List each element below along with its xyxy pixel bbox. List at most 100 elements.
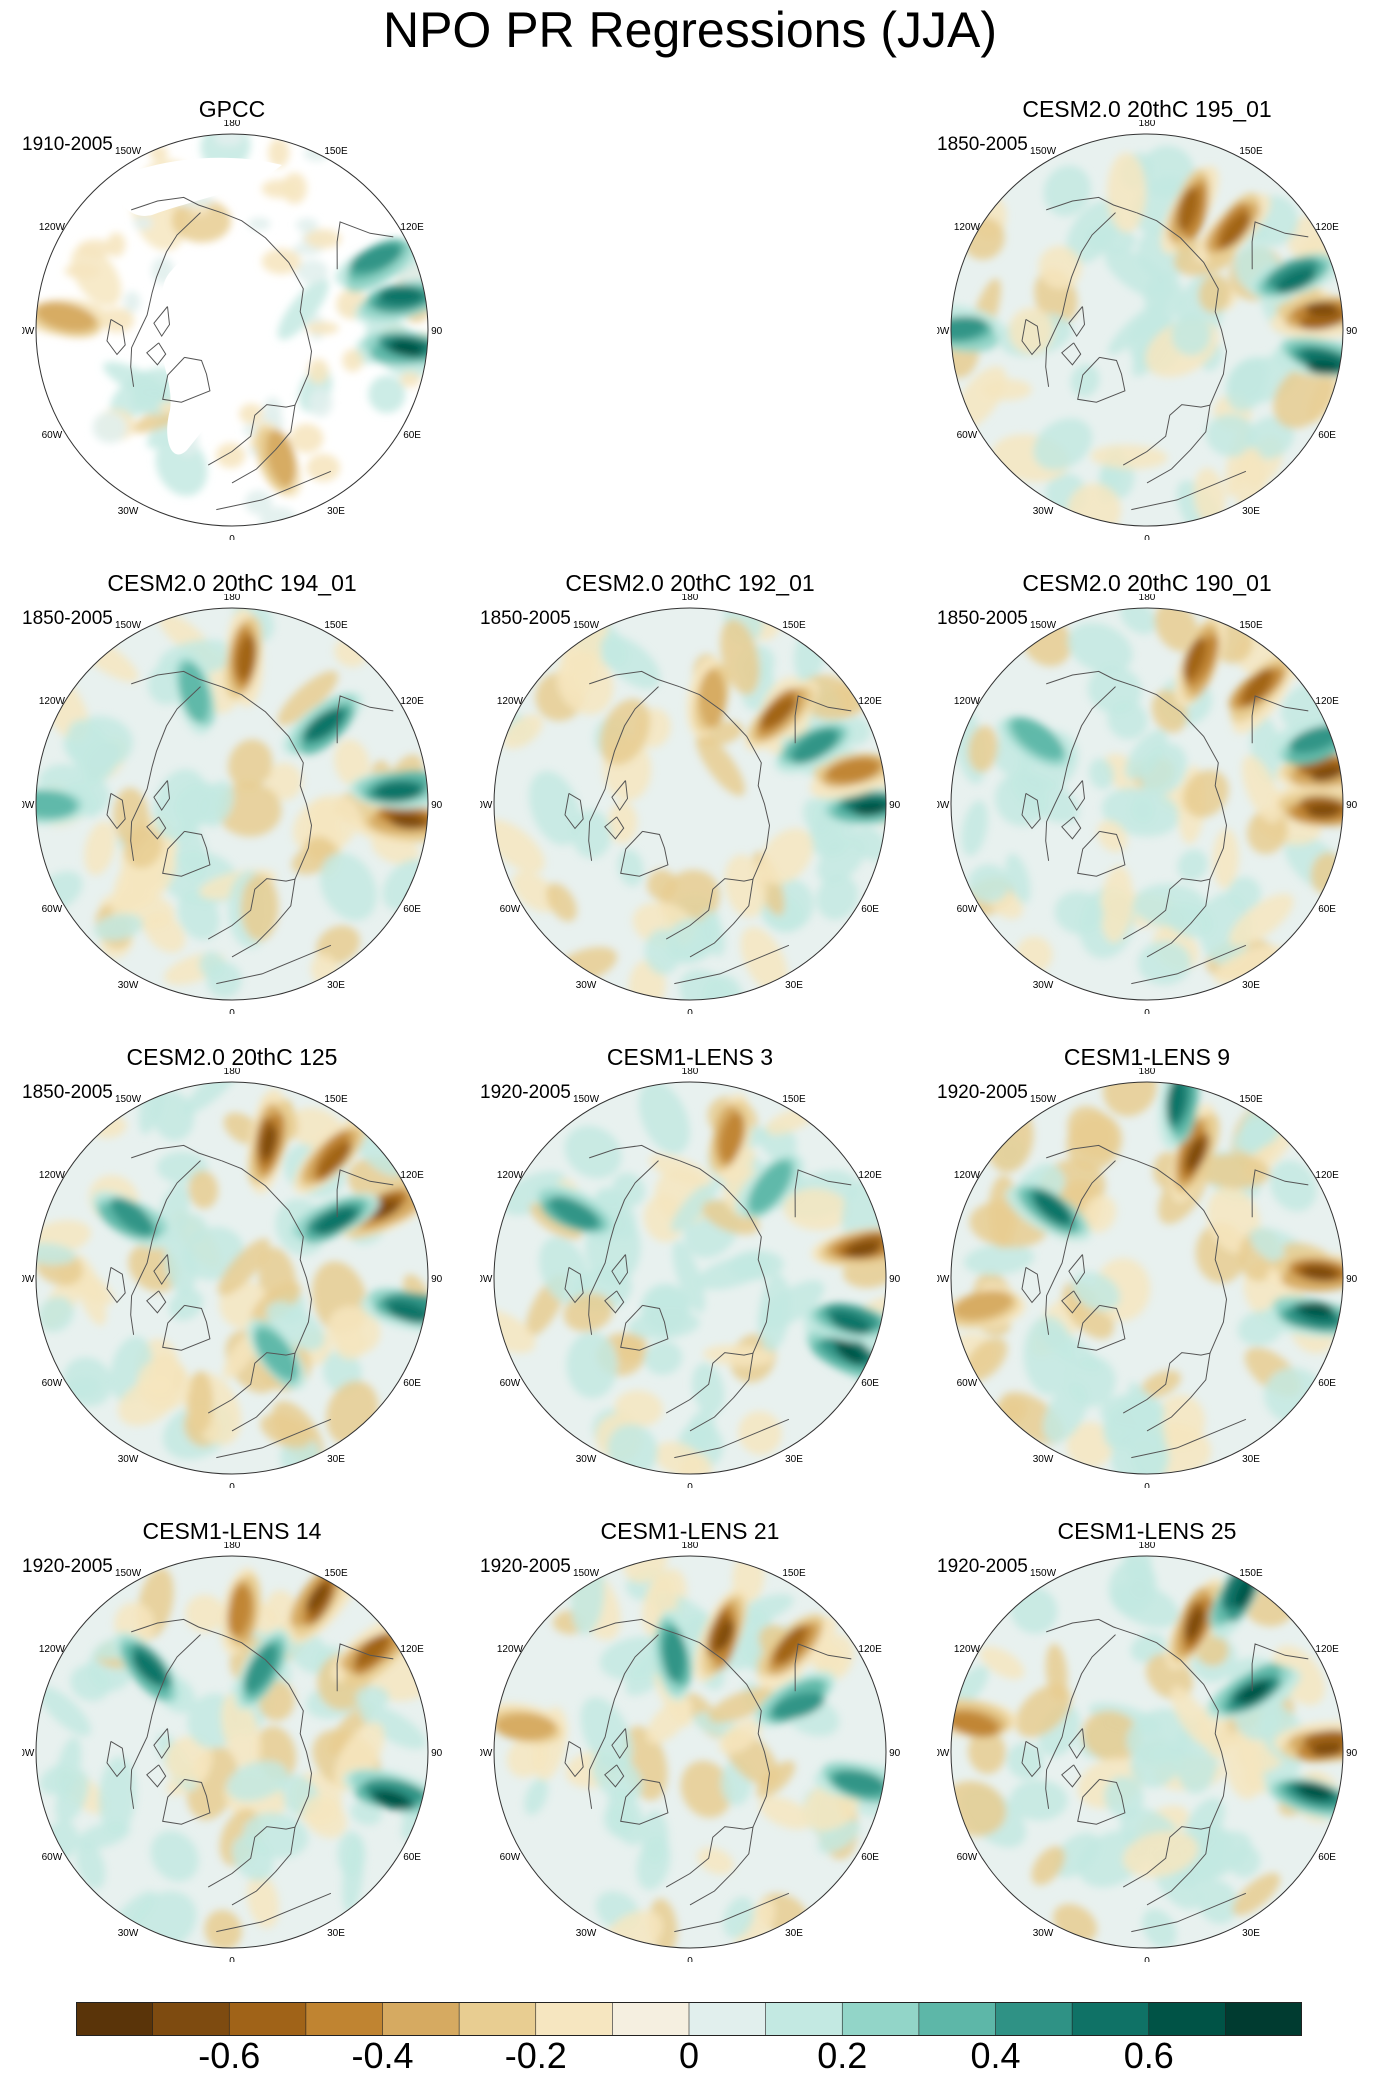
- longitude-label: 180: [1139, 1542, 1156, 1551]
- longitude-label: 60W: [957, 1378, 978, 1389]
- longitude-label: 120W: [39, 1170, 66, 1181]
- longitude-label: 30E: [327, 980, 345, 991]
- panel-title: CESM1-LENS 25: [1057, 1518, 1237, 1544]
- longitude-label: 120E: [1315, 1644, 1339, 1655]
- polar-map: 180 150E 120E 90E 60E 30E 0 30W 60W 90W 120W 150W: [22, 1068, 442, 1488]
- longitude-label: 60W: [500, 904, 521, 915]
- map-panel: CESM1-LENS 21 1920-2005 180 150E 120E 90E 60E 3…: [480, 1518, 900, 1962]
- map-panel: CESM1-LENS 25 1920-2005 180 150E 120E 90E 60E 3…: [937, 1518, 1357, 1962]
- longitude-label: 120W: [954, 222, 981, 233]
- longitude-label: 120W: [497, 696, 524, 707]
- colorbar-swatch: [152, 2002, 231, 2036]
- longitude-label: 60W: [42, 1852, 63, 1863]
- longitude-label: 60W: [500, 1852, 521, 1863]
- longitude-label: 60E: [403, 904, 421, 915]
- longitude-label: 180: [682, 1068, 699, 1077]
- panel-title: CESM1-LENS 21: [600, 1518, 780, 1544]
- longitude-label: 180: [1139, 120, 1156, 129]
- longitude-label: 30W: [118, 1928, 139, 1939]
- longitude-label: 90W: [22, 1274, 35, 1285]
- colorbar-swatch: [458, 2002, 537, 2036]
- longitude-label: 150E: [1239, 620, 1263, 631]
- longitude-label: 120W: [954, 1644, 981, 1655]
- longitude-label: 90E: [431, 800, 442, 811]
- longitude-label: 180: [682, 594, 699, 603]
- colorbar-swatch: [995, 2002, 1073, 2036]
- longitude-label: 90W: [22, 326, 35, 337]
- colorbar: [76, 2002, 1302, 2036]
- longitude-label: 150W: [115, 1568, 142, 1579]
- longitude-label: 150E: [782, 1568, 806, 1579]
- panel-title: CESM1-LENS 3: [606, 1044, 774, 1070]
- longitude-label: 120E: [858, 1644, 882, 1655]
- longitude-label: 120E: [858, 1170, 882, 1181]
- longitude-label: 90W: [22, 800, 35, 811]
- longitude-label: 90W: [937, 800, 950, 811]
- longitude-label: 60W: [957, 1852, 978, 1863]
- longitude-label: 30W: [576, 1454, 597, 1465]
- longitude-label: 180: [1139, 594, 1156, 603]
- longitude-label: 150W: [573, 620, 600, 631]
- longitude-label: 0: [229, 1956, 235, 1962]
- map-panel: GPCC 1910-2005 180 150E 120E 90E 60E 30E 0 30W 60W…: [22, 96, 442, 540]
- longitude-label: 30E: [1242, 980, 1260, 991]
- longitude-label: 30W: [1033, 980, 1054, 991]
- longitude-label: 0: [1144, 534, 1150, 540]
- longitude-label: 150E: [1239, 1094, 1263, 1105]
- longitude-label: 150W: [115, 620, 142, 631]
- colorbar-swatch: [612, 2002, 690, 2036]
- longitude-label: 150E: [324, 1568, 348, 1579]
- longitude-label: 150E: [1239, 1568, 1263, 1579]
- longitude-label: 60E: [861, 1852, 879, 1863]
- polar-map: 180 150E 120E 90E 60E 30E 0 30W 60W 90W 120W 150W: [937, 1542, 1357, 1962]
- longitude-label: 0: [229, 1008, 235, 1014]
- longitude-label: 120W: [497, 1170, 524, 1181]
- longitude-label: 90W: [937, 1748, 950, 1759]
- longitude-label: 90W: [480, 800, 493, 811]
- longitude-label: 60W: [500, 1378, 521, 1389]
- longitude-label: 60E: [1318, 904, 1336, 915]
- longitude-label: 90E: [1346, 800, 1357, 811]
- longitude-label: 150E: [324, 146, 348, 157]
- longitude-label: 30E: [1242, 1928, 1260, 1939]
- longitude-label: 120E: [1315, 696, 1339, 707]
- figure-title: NPO PR Regressions (JJA): [382, 2, 998, 58]
- longitude-label: 30E: [1242, 1454, 1260, 1465]
- longitude-label: 120E: [1315, 222, 1339, 233]
- longitude-label: 0: [229, 534, 235, 540]
- longitude-label: 30W: [1033, 1454, 1054, 1465]
- longitude-label: 150W: [1030, 1094, 1057, 1105]
- longitude-label: 90W: [937, 326, 950, 337]
- map-panel: CESM1-LENS 3 1920-2005 180 150E 120E 90E 60E 30…: [480, 1044, 900, 1488]
- longitude-label: 90E: [431, 1748, 442, 1759]
- longitude-label: 30W: [1033, 1928, 1054, 1939]
- longitude-label: 150W: [573, 1094, 600, 1105]
- panel-title: GPCC: [198, 96, 266, 122]
- colorbar-swatch: [1148, 2002, 1227, 2036]
- panel-title: CESM1-LENS 14: [142, 1518, 322, 1544]
- longitude-label: 60E: [403, 1378, 421, 1389]
- panel-period: 1850-2005: [480, 608, 571, 629]
- longitude-label: 90W: [22, 1748, 35, 1759]
- longitude-label: 150W: [1030, 146, 1057, 157]
- map-panel: CESM2.0 20thC 125 1850-2005 180 150E 120E 90E…: [22, 1044, 442, 1488]
- polar-map: 180 150E 120E 90E 60E 30E 0 30W 60W 90W 120W 150W: [480, 1068, 900, 1488]
- panel-period: 1920-2005: [937, 1082, 1028, 1103]
- panel-period: 1850-2005: [937, 134, 1028, 155]
- colorbar-swatch: [1225, 2002, 1302, 2036]
- map-panel: CESM2.0 20thC 195_01 1850-2005 180 150E 120E…: [937, 96, 1357, 540]
- longitude-label: 150E: [324, 1094, 348, 1105]
- longitude-label: 30W: [118, 506, 139, 517]
- polar-map: 180 150E 120E 90E 60E 30E 0 30W 60W 90W 120W 150W: [937, 120, 1357, 540]
- colorbar-swatch: [688, 2002, 767, 2036]
- colorbar-swatch: [1071, 2002, 1150, 2036]
- longitude-label: 60E: [1318, 430, 1336, 441]
- colorbar-tick-label: -0.6: [198, 2035, 261, 2076]
- longitude-label: 180: [1139, 1068, 1156, 1077]
- colorbar-tick-label: 0.6: [1123, 2035, 1174, 2076]
- longitude-label: 120E: [400, 222, 424, 233]
- colorbar-tick-label: -0.2: [504, 2035, 567, 2076]
- colorbar-swatch: [765, 2002, 844, 2036]
- longitude-label: 0: [1144, 1482, 1150, 1488]
- panel-title: CESM2.0 20thC 194_01: [107, 570, 357, 596]
